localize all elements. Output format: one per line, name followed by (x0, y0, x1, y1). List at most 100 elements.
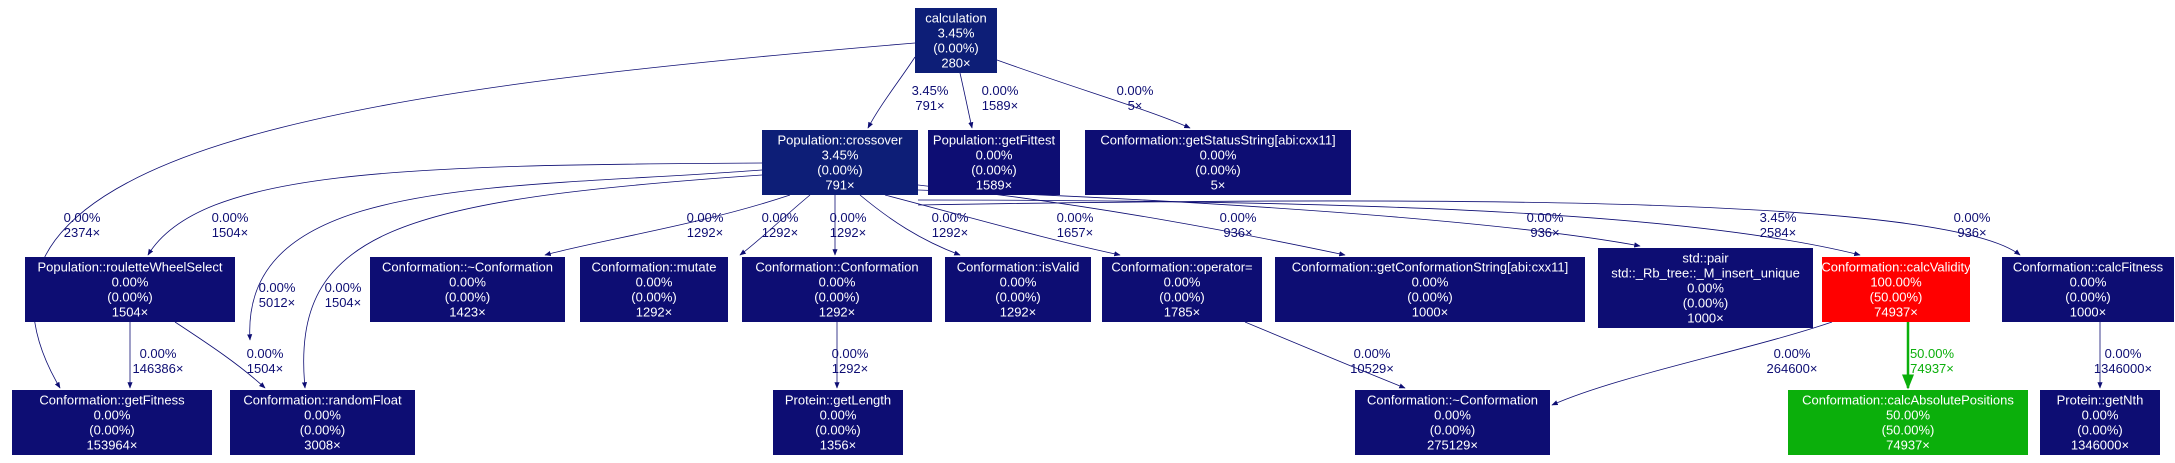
node-stat: 153964× (87, 438, 138, 453)
edge-label: 0.00% (982, 83, 1019, 98)
node-stat: (0.00%) (107, 290, 153, 305)
edge-crossover-to-getConformationString: 0.00%936× (917, 184, 1346, 257)
node-box (230, 390, 415, 455)
node-calcFitness[interactable]: Conformation::calcFitness0.00%(0.00%)100… (2002, 257, 2174, 322)
node-stat: (0.00%) (2077, 423, 2123, 438)
node-box (2040, 390, 2160, 455)
node-rbtree[interactable]: std::pairstd::_Rb_tree::_M_insert_unique… (1598, 248, 1813, 328)
node-box (928, 130, 1060, 195)
node-stat: 275129× (1427, 438, 1478, 453)
node-box (915, 8, 997, 73)
edge-crossover-to-randomFloat: 0.00%1504× (301, 174, 763, 389)
node-stat: (50.00%) (1882, 423, 1935, 438)
node-box (1355, 390, 1550, 455)
node-rouletteWheelSelect[interactable]: Population::rouletteWheelSelect0.00%(0.0… (25, 257, 235, 322)
node-box (1102, 257, 1262, 322)
node-stat: 74937× (1886, 438, 1930, 453)
node-title: Conformation::getConformationString[abi:… (1292, 260, 1569, 275)
node-stat: 0.00% (1412, 275, 1449, 290)
edge-label: 1292× (932, 225, 969, 240)
node-stat: 0.00% (636, 275, 673, 290)
node-stat: 1000× (2070, 305, 2107, 320)
edge-layer: 3.45%791×0.00%1589×0.00%5×0.00%2374×0.00… (33, 42, 2152, 406)
edge-label: 50.00% (1910, 346, 1955, 361)
node-box (1788, 390, 2028, 455)
node-stat: 1423× (449, 305, 486, 320)
node-stat: (0.00%) (1159, 290, 1205, 305)
node-getStatusString[interactable]: Conformation::getStatusString[abi:cxx11]… (1085, 130, 1351, 195)
edge-crossover-to-getFitness: 0.00%5012× (247, 169, 763, 341)
edge-label: 1346000× (2094, 361, 2152, 376)
node-stat: 3.45% (822, 148, 859, 163)
edge-calcFitness-to-getNth: 0.00%1346000× (2094, 322, 2152, 389)
edge-label: 0.00% (1117, 83, 1154, 98)
node-title: Protein::getLength (785, 393, 891, 408)
node-box (773, 390, 903, 455)
node-calcValidity[interactable]: Conformation::calcValidity100.00%(50.00%… (1821, 257, 1971, 322)
edge-line (859, 194, 961, 256)
node-stat: 0.00% (976, 148, 1013, 163)
edge-line (1551, 321, 1833, 406)
edge-line (959, 72, 974, 129)
node-randomFloat[interactable]: Conformation::randomFloat0.00%(0.00%)300… (230, 390, 415, 455)
node-stat: 1356× (820, 438, 857, 453)
node-stat: 3008× (304, 438, 341, 453)
node-destructorB[interactable]: Conformation::~Conformation0.00%(0.00%)2… (1355, 390, 1550, 455)
node-title: Conformation::getStatusString[abi:cxx11] (1100, 133, 1335, 148)
node-stat: (0.00%) (1683, 296, 1729, 311)
node-layer: calculation3.45%(0.00%)280×Population::c… (12, 8, 2174, 455)
node-stat: 1292× (819, 305, 856, 320)
node-constructor[interactable]: Conformation::Conformation0.00%(0.00%)12… (742, 257, 932, 322)
node-title: Population::getFittest (933, 133, 1056, 148)
node-stat: 1346000× (2071, 438, 2129, 453)
node-box (25, 257, 235, 322)
node-destructorA[interactable]: Conformation::~Conformation0.00%(0.00%)1… (370, 257, 565, 322)
node-stat: 1292× (1000, 305, 1037, 320)
edge-crossover-to-operatorEq: 0.00%1657× (884, 194, 1121, 257)
node-box (12, 390, 212, 455)
node-stat: 1292× (636, 305, 673, 320)
edge-line (739, 194, 811, 256)
node-stat: (0.00%) (817, 163, 863, 178)
edge-label: 1292× (832, 361, 869, 376)
node-stat: std::_Rb_tree::_M_insert_unique (1611, 266, 1800, 281)
node-stat: 50.00% (1886, 408, 1931, 423)
node-stat: (0.00%) (2065, 290, 2111, 305)
edge-line (544, 194, 791, 256)
edge-label: 5× (1128, 98, 1143, 113)
edge-label: 3.45% (912, 83, 949, 98)
node-operatorEq[interactable]: Conformation::operator=0.00%(0.00%)1785× (1102, 257, 1262, 322)
node-getFitness[interactable]: Conformation::getFitness0.00%(0.00%)1539… (12, 390, 212, 455)
node-stat: 1000× (1687, 311, 1724, 326)
edge-label: 0.00% (1527, 210, 1564, 225)
edge-line (301, 174, 763, 389)
node-stat: 100.00% (1870, 275, 1922, 290)
node-box (945, 257, 1091, 322)
edge-calculation-to-getFittest: 0.00%1589× (959, 72, 1019, 129)
node-title: Conformation::calcValidity (1821, 260, 1971, 275)
edge-label: 2374× (64, 225, 101, 240)
edge-label: 74937× (1910, 361, 1954, 376)
node-stat: 0.00% (2070, 275, 2107, 290)
edge-label: 3.45% (1760, 210, 1797, 225)
node-title: Conformation::~Conformation (1367, 393, 1538, 408)
node-title: Protein::getNth (2057, 393, 2144, 408)
node-stat: (0.00%) (814, 290, 860, 305)
edge-label: 1292× (830, 225, 867, 240)
edge-calcValidity-to-destructorB: 0.00%264600× (1551, 321, 1833, 406)
node-title: Population::rouletteWheelSelect (37, 260, 222, 275)
node-stat: (0.00%) (1407, 290, 1453, 305)
node-getConformationString[interactable]: Conformation::getConformationString[abi:… (1275, 257, 1585, 322)
node-calcAbsolutePositions[interactable]: Conformation::calcAbsolutePositions50.00… (1788, 390, 2028, 455)
edge-label: 0.00% (1057, 210, 1094, 225)
edge-label: 0.00% (259, 280, 296, 295)
node-stat: (0.00%) (815, 423, 861, 438)
edge-line (1244, 321, 1406, 389)
